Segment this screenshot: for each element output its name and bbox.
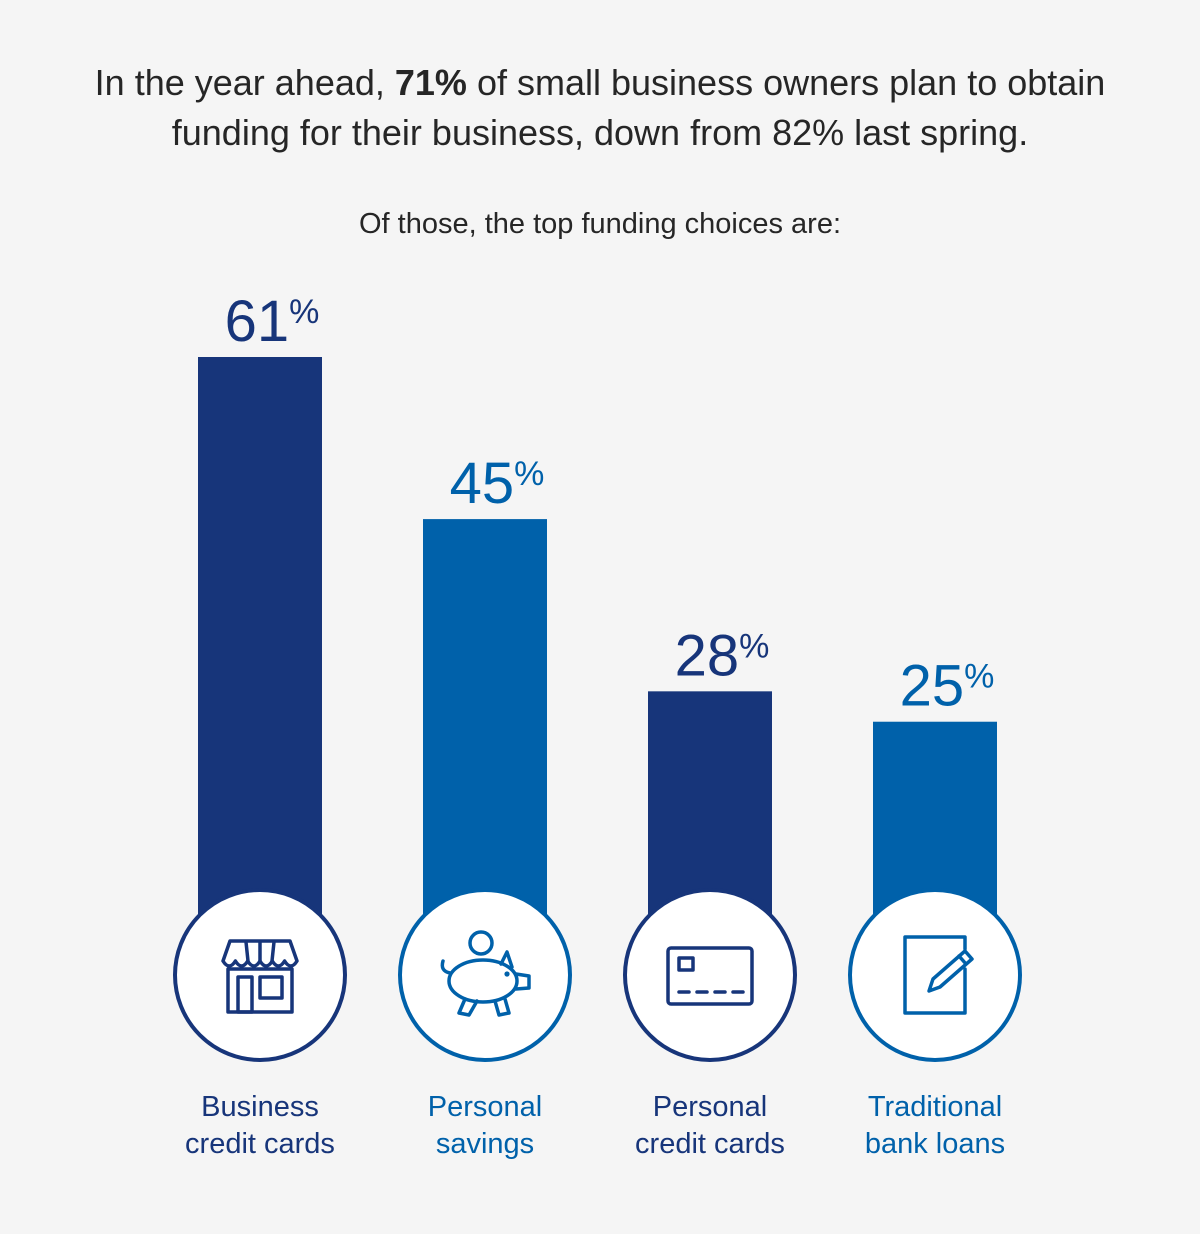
category-label-line: Personal [653,1091,767,1123]
headline-line-1: In the year ahead, 71% of small business… [0,58,1200,108]
credit-card-icon [666,946,754,1006]
subhead: Of those, the top funding choices are: [358,208,842,240]
value-label-1: 61% [225,289,320,354]
category-label-line: bank loans [865,1128,1005,1160]
category-label-line: Traditional [868,1091,1002,1123]
category-label-2: Personal savings [428,1091,542,1160]
value-percent-sign: % [739,627,769,665]
icon-circle-2 [398,888,572,1062]
category-label-line: Business [201,1091,319,1123]
category-label-line: credit cards [635,1128,785,1160]
category-label-line: savings [436,1128,534,1160]
category-label-line: credit cards [185,1128,335,1160]
piggy-bank-icon [440,930,531,1017]
value-percent-sign: % [964,658,994,696]
value-label-4: 25% [900,654,995,719]
value-label-3: 28% [675,623,770,688]
storefront-icon [221,939,299,1014]
value-number: 28 [675,623,740,688]
headline-line-2: funding for their business, down from 82… [171,112,1029,153]
headline-text-start: In the year ahead, [94,62,395,103]
icon-circle-1 [173,888,347,1062]
value-number: 25 [900,654,965,719]
bar-1 [198,357,322,975]
category-label-line: Personal [428,1091,542,1123]
value-number: 61 [225,289,290,354]
category-label-4: Traditional bank loans [865,1091,1005,1160]
value-percent-sign: % [289,293,319,331]
category-label-1: Business credit cards [185,1091,335,1160]
headline: In the year ahead, 71% of small business… [0,58,1200,158]
headline-text-end: of small business owners plan to obtain [466,62,1106,103]
value-percent-sign: % [514,455,544,493]
headline-highlight: 71% [394,62,467,103]
icon-circle-3 [623,888,797,1062]
category-label-3: Personal credit cards [635,1091,785,1160]
document-pen-icon [903,935,974,1015]
value-number: 45 [450,451,515,516]
value-label-2: 45% [450,451,545,516]
